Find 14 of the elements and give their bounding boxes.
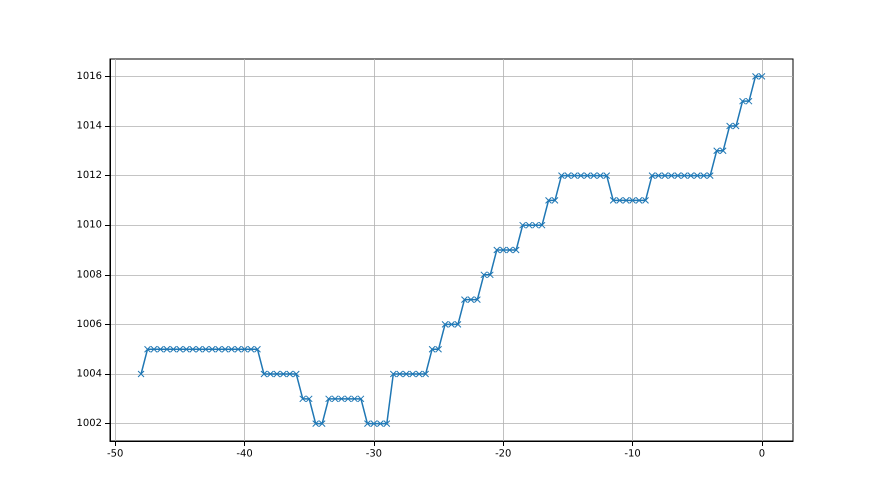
y-tick-label: 1004 <box>76 368 102 380</box>
x-tick-label: -50 <box>107 448 124 460</box>
y-tick-label: 1014 <box>76 120 102 132</box>
x-tick-label: -40 <box>236 448 253 460</box>
x-tick-label: 0 <box>758 448 766 460</box>
x-tick-label: -30 <box>366 448 382 460</box>
y-tick-label: 1016 <box>76 70 102 82</box>
x-tick-label: -20 <box>495 448 512 460</box>
y-tick-label: 1006 <box>76 318 102 330</box>
y-tick-label: 1012 <box>76 170 102 182</box>
y-tick-label: 1008 <box>76 269 102 280</box>
x-tick-label: -10 <box>624 448 641 460</box>
y-tick-label: 1010 <box>76 220 102 231</box>
y-tick-label: 1002 <box>76 418 102 430</box>
